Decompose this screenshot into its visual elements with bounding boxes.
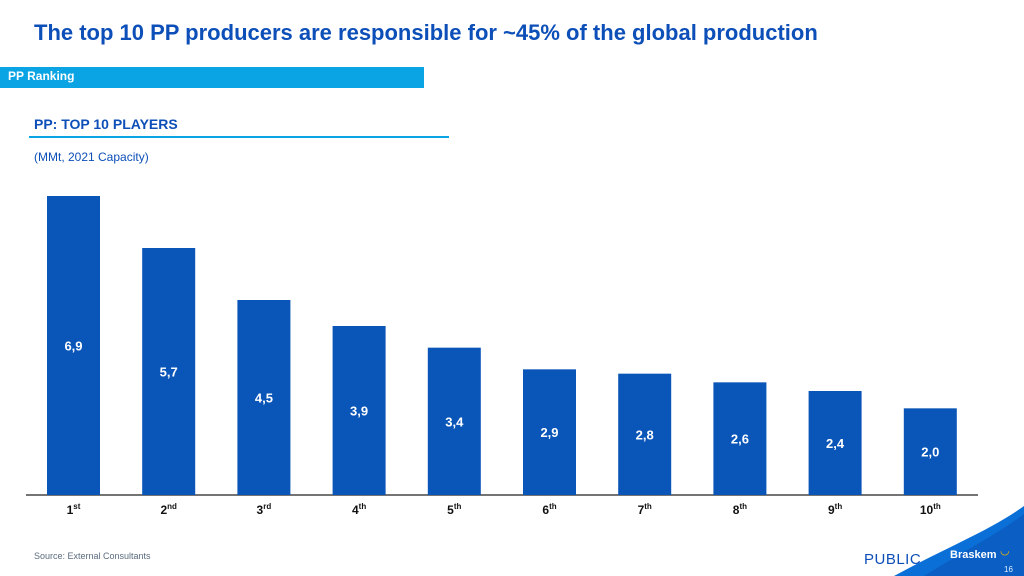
page-number: 16 [1004, 565, 1013, 574]
x-tick-label: 3rd [257, 502, 272, 517]
bar-value-label: 2,0 [921, 445, 939, 460]
x-tick-label: 7th [638, 502, 652, 517]
bar [523, 369, 576, 495]
bar [903, 408, 957, 495]
bar [618, 373, 672, 495]
bar-value-label: 6,9 [64, 339, 82, 354]
bar [142, 248, 196, 495]
section-label: PP Ranking [8, 69, 75, 83]
bar-value-label: 4,5 [255, 391, 273, 406]
bar-value-label: 3,9 [350, 404, 368, 419]
x-tick-label: 6th [542, 502, 556, 517]
slide-title: The top 10 PP producers are responsible … [34, 20, 818, 45]
corner-wave-decoration [894, 506, 1024, 576]
bar [427, 347, 481, 495]
bar-value-label: 2,9 [540, 425, 558, 440]
bar [47, 196, 100, 495]
bar-value-label: 5,7 [160, 365, 178, 380]
section-band: PP Ranking [0, 67, 424, 88]
chart-subtitle: (MMt, 2021 Capacity) [34, 150, 149, 164]
x-tick-label: 10th [920, 502, 941, 517]
chart-heading: PP: TOP 10 PLAYERS [34, 116, 178, 132]
x-tick-label: 1st [67, 502, 81, 517]
bar [808, 391, 862, 495]
heading-rule [29, 136, 449, 138]
bar [237, 300, 291, 495]
bar [332, 326, 386, 495]
bar-value-label: 2,8 [636, 427, 654, 442]
bar-value-label: 2,4 [826, 436, 845, 451]
x-tick-label: 5th [447, 502, 461, 517]
x-tick-label: 9th [828, 502, 842, 517]
x-tick-label: 4th [352, 502, 366, 517]
bar-value-label: 3,4 [445, 414, 464, 429]
x-tick-label: 2nd [160, 502, 177, 517]
brand-logo-mark-icon: ◡ [1000, 545, 1010, 557]
classification-label: PUBLIC [864, 551, 922, 568]
bar-value-label: 2,6 [731, 432, 749, 447]
brand-logo: Braskem [950, 549, 997, 561]
bar [713, 382, 767, 495]
source-note: Source: External Consultants [34, 551, 151, 561]
x-tick-label: 8th [733, 502, 747, 517]
